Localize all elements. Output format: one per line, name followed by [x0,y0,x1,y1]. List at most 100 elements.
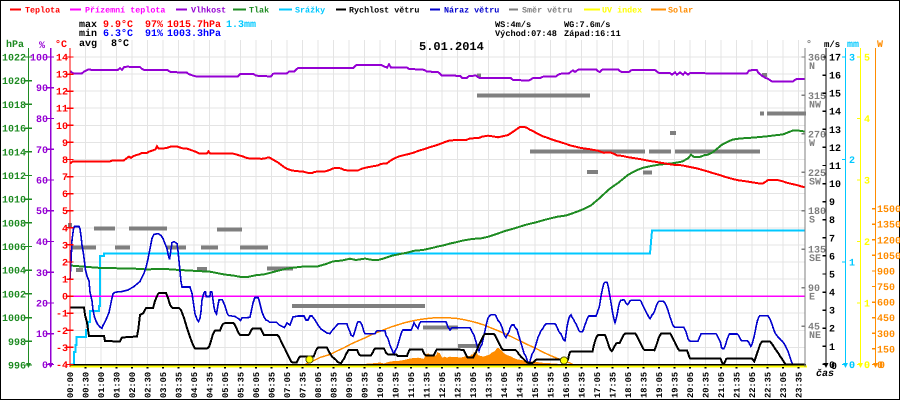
svg-text:16:05: 16:05 [562,372,572,398]
svg-text:19:35: 19:35 [671,372,681,398]
svg-text:20:35: 20:35 [702,372,712,398]
svg-text:600: 600 [877,299,895,310]
svg-text:23:05: 23:05 [779,372,789,398]
svg-text:40: 40 [36,238,48,249]
svg-text:°: ° [806,40,812,51]
svg-text:996: 996 [8,362,26,373]
svg-text:21:35: 21:35 [733,372,743,398]
svg-text:8: 8 [829,216,835,227]
svg-text:1200: 1200 [877,236,900,247]
svg-text:10: 10 [36,330,48,341]
svg-text:18:05: 18:05 [624,372,634,398]
svg-text:11: 11 [829,162,841,173]
svg-text:90: 90 [808,284,820,295]
svg-text:-1: -1 [56,310,68,321]
svg-text:čas: čas [816,368,834,380]
svg-text:-3: -3 [56,344,68,355]
svg-text:Tlak: Tlak [249,6,269,16]
svg-text:Srážky: Srážky [295,6,325,16]
svg-text:04:35: 04:35 [206,372,216,398]
svg-text:NE: NE [809,331,821,342]
svg-text:3: 3 [864,177,870,188]
svg-text:avg: avg [79,39,97,50]
svg-text:1003.3hPa: 1003.3hPa [167,28,221,40]
svg-text:1: 1 [864,300,870,311]
svg-text:2: 2 [62,259,68,270]
svg-text:22:05: 22:05 [748,372,758,398]
svg-text:8°C: 8°C [111,39,129,50]
svg-text:45: 45 [808,323,820,334]
svg-text:S: S [809,216,815,227]
svg-text:E: E [809,293,815,304]
svg-text:3: 3 [62,241,68,252]
svg-text:1015.7hPa: 1015.7hPa [167,19,221,31]
svg-text:270: 270 [808,130,826,141]
svg-text:3: 3 [829,307,835,318]
svg-text:1022: 1022 [2,54,26,65]
svg-text:91%: 91% [145,29,163,40]
svg-text:5.01.2014: 5.01.2014 [419,40,484,54]
svg-text:15:05: 15:05 [531,372,541,398]
svg-text:1: 1 [849,259,855,270]
svg-text:UV index: UV index [602,6,642,16]
svg-text:Přízemní teplota: Přízemní teplota [85,6,165,16]
svg-text:Rychlost větru: Rychlost větru [349,6,419,16]
svg-text:07:35: 07:35 [299,372,309,398]
svg-text:4: 4 [829,289,835,300]
svg-text:07:05: 07:05 [283,372,293,398]
svg-text:-2: -2 [56,327,68,338]
svg-text:300: 300 [877,330,895,341]
svg-text:5: 5 [829,271,835,282]
svg-text:04:05: 04:05 [190,372,200,398]
svg-text:1002: 1002 [2,290,26,301]
svg-text:11:35: 11:35 [423,372,433,398]
svg-text:1006: 1006 [2,243,26,254]
svg-text:315: 315 [808,92,826,103]
svg-text:998: 998 [8,338,26,349]
svg-text:-4: -4 [56,361,68,372]
svg-text:20:05: 20:05 [686,372,696,398]
svg-text:Teplota: Teplota [25,6,60,16]
svg-text:12:05: 12:05 [438,372,448,398]
svg-text:12: 12 [829,144,841,155]
svg-text:97%: 97% [145,20,163,31]
svg-text:Směr větru: Směr větru [522,6,572,16]
svg-text:06:05: 06:05 [252,372,262,398]
svg-text:NW: NW [809,100,821,111]
svg-text:06:35: 06:35 [268,372,278,398]
svg-text:SW: SW [809,177,821,188]
svg-text:1018: 1018 [2,101,26,112]
svg-text:Náraz větru: Náraz větru [444,6,499,16]
svg-text:1500: 1500 [877,205,900,216]
svg-text:6: 6 [829,252,835,263]
svg-text:hPa: hPa [6,39,24,51]
svg-text:15: 15 [829,90,841,101]
svg-text:09:05: 09:05 [345,372,355,398]
svg-text:1: 1 [829,343,835,354]
svg-text:10: 10 [829,180,841,191]
svg-text:01:00: 01:00 [97,372,107,398]
svg-text:SE: SE [809,254,821,265]
svg-text:50: 50 [36,207,48,218]
svg-text:1050: 1050 [877,252,900,263]
svg-text:22:35: 22:35 [764,372,774,398]
svg-text:17:35: 17:35 [609,372,619,398]
svg-text:4: 4 [864,115,870,126]
svg-text:13:35: 13:35 [485,372,495,398]
svg-text:14:35: 14:35 [516,372,526,398]
svg-text:01:30: 01:30 [113,372,123,398]
svg-text:Východ:07:48: Východ:07:48 [495,29,557,39]
svg-text:10: 10 [56,122,68,133]
svg-text:14: 14 [829,108,841,119]
svg-text:0: 0 [42,361,48,372]
svg-text:1012: 1012 [2,172,26,183]
svg-text:min: min [79,28,97,40]
svg-text:0: 0 [829,361,835,372]
svg-text:%: % [39,41,45,52]
svg-text:2: 2 [829,325,835,336]
svg-text:750: 750 [877,283,895,294]
svg-text:1020: 1020 [2,77,26,88]
svg-text:30: 30 [36,269,48,280]
svg-text:23:35: 23:35 [795,372,805,398]
svg-text:8: 8 [62,156,68,167]
